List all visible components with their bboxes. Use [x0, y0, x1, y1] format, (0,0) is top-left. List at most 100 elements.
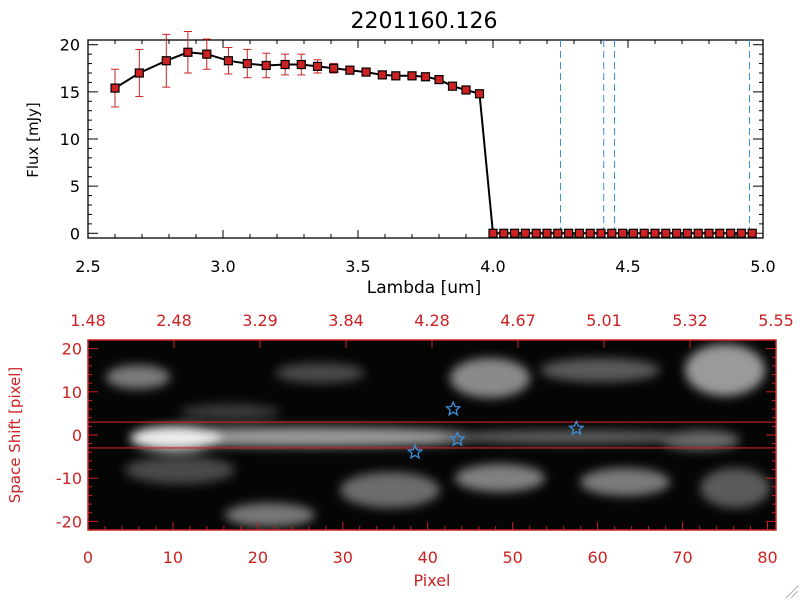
top-series — [110, 31, 763, 238]
x-tick-label: 10 — [163, 548, 183, 567]
data-point — [223, 56, 233, 66]
data-point — [242, 58, 252, 69]
top-y-axis-label: Flux [mJy] — [24, 102, 42, 178]
data-point — [628, 228, 639, 238]
data-point — [693, 228, 703, 238]
top-x-tick-label: 1.48 — [70, 311, 106, 330]
top-x-axis-label: Lambda [um] — [367, 278, 481, 298]
heatmap-overlay — [88, 400, 776, 460]
heat-blob — [225, 503, 315, 527]
x-tick-label: 2.5 — [75, 257, 100, 276]
y-tick-label: 0 — [72, 426, 82, 445]
heat-blob — [106, 365, 170, 389]
spectral-trace — [130, 427, 490, 447]
data-point — [574, 228, 585, 238]
data-point — [474, 89, 485, 99]
data-point — [488, 228, 498, 238]
y-tick-label: 10 — [62, 383, 82, 402]
data-point — [312, 61, 323, 72]
x-tick-label: 60 — [587, 548, 607, 567]
top-x-tick-label: 3.29 — [242, 311, 278, 330]
resize-grip[interactable] — [785, 585, 799, 599]
spectral-trace-tail — [440, 430, 700, 444]
source-star-marker — [449, 430, 466, 447]
data-point — [510, 228, 520, 238]
data-point — [434, 74, 444, 85]
x-tick-label: 4.0 — [480, 257, 505, 276]
data-point — [585, 228, 595, 238]
x-tick-label: 80 — [757, 548, 777, 567]
top-x-tick-label: 5.01 — [586, 311, 622, 330]
data-point — [704, 228, 714, 238]
bottom-axes: 0 10 20 30 40 50 60 70 80 1.48 2.48 3.29 3.84 4.28 4.6… — [56, 311, 794, 567]
heat-blob — [275, 363, 365, 383]
heat-blob — [455, 464, 545, 492]
data-point — [110, 83, 120, 93]
top-x-tick-label: 4.67 — [500, 311, 536, 330]
data-point — [639, 228, 649, 238]
data-point — [280, 59, 290, 70]
data-point — [725, 228, 736, 238]
top-x-tick-label: 2.48 — [156, 311, 192, 330]
x-tick-label: 30 — [333, 548, 353, 567]
x-tick-label: 4.5 — [615, 257, 640, 276]
x-tick-label: 5.0 — [750, 257, 775, 276]
y-tick-label: 15 — [60, 83, 80, 102]
top-x-tick-label: 3.84 — [328, 311, 364, 330]
data-point — [361, 67, 371, 77]
source-star-marker — [445, 400, 462, 417]
heatmap-blobs — [106, 344, 770, 527]
x-tick-label: 0 — [83, 548, 93, 567]
data-point — [617, 228, 628, 238]
data-point — [542, 228, 552, 238]
data-point — [671, 228, 682, 238]
y-tick-label: 5 — [70, 177, 80, 196]
y-tick-label: 20 — [60, 36, 80, 55]
heat-blob — [340, 472, 440, 508]
data-point — [682, 228, 693, 238]
top-x-tick-label: 4.28 — [414, 311, 450, 330]
source-star-marker — [406, 443, 424, 460]
bottom-y-axis-label: Space Shift [pixel] — [6, 367, 24, 504]
x-tick-label: 50 — [503, 548, 523, 567]
data-point — [329, 63, 339, 73]
flux-line — [114, 51, 753, 235]
data-point — [391, 71, 401, 81]
data-point — [345, 65, 355, 75]
heat-blob — [450, 358, 530, 398]
data-point — [499, 228, 509, 238]
source-star-marker — [568, 419, 585, 436]
data-point — [420, 72, 431, 82]
spectral-trace-core — [130, 426, 220, 450]
data-point — [607, 228, 617, 238]
heat-blob — [180, 404, 280, 420]
x-tick-label: 40 — [418, 548, 438, 567]
data-point — [747, 228, 757, 238]
top-plot-frame — [87, 39, 764, 239]
y-tick-label: -10 — [56, 469, 82, 488]
data-point — [202, 49, 212, 59]
y-tick-label: 0 — [70, 224, 80, 243]
data-point — [736, 228, 747, 238]
data-point — [296, 59, 306, 70]
heat-blob — [685, 344, 765, 396]
heat-blob — [125, 456, 235, 484]
data-point — [183, 47, 193, 57]
data-point — [650, 228, 660, 238]
data-point — [531, 228, 541, 238]
data-point — [447, 81, 458, 91]
data-point — [715, 228, 725, 238]
x-tick-label: 70 — [672, 548, 692, 567]
data-point — [407, 71, 417, 81]
x-tick-label: 3.0 — [210, 257, 235, 276]
heat-blob — [540, 358, 660, 382]
top-x-tick-label: 5.55 — [758, 311, 794, 330]
top-vlines — [560, 40, 750, 238]
top-axes: 2.5 3.0 3.5 4.0 4.5 5.0 0 5 10 15 20 — [60, 36, 776, 276]
data-point — [161, 56, 171, 66]
x-tick-label: 20 — [248, 548, 268, 567]
y-tick-label: 20 — [62, 340, 82, 359]
data-point — [553, 228, 563, 238]
data-point — [461, 85, 471, 95]
